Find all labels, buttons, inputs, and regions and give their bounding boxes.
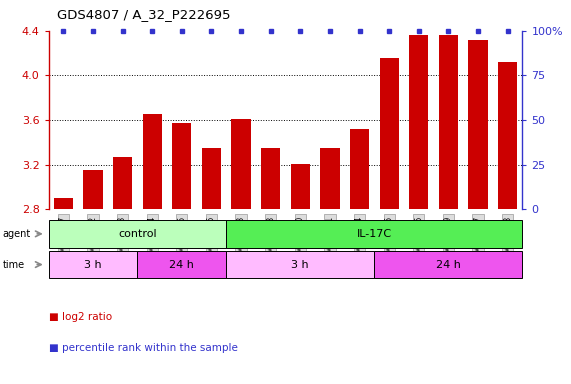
Text: 24 h: 24 h <box>436 260 461 270</box>
Text: 3 h: 3 h <box>84 260 102 270</box>
Text: ■ log2 ratio: ■ log2 ratio <box>49 312 112 322</box>
Text: control: control <box>118 229 156 239</box>
Text: time: time <box>3 260 25 270</box>
Bar <box>83 170 103 209</box>
Text: 3 h: 3 h <box>292 260 309 270</box>
Text: ■ percentile rank within the sample: ■ percentile rank within the sample <box>49 343 238 353</box>
Bar <box>231 119 251 209</box>
Bar <box>320 148 340 209</box>
Bar <box>380 58 399 209</box>
Bar <box>143 114 162 209</box>
Bar <box>113 157 132 209</box>
Text: agent: agent <box>3 229 31 239</box>
Bar <box>409 35 428 209</box>
Bar <box>468 40 488 209</box>
Bar <box>291 164 310 209</box>
Text: GDS4807 / A_32_P222695: GDS4807 / A_32_P222695 <box>57 8 231 22</box>
Bar <box>350 129 369 209</box>
Bar <box>439 35 458 209</box>
Bar <box>498 62 517 209</box>
Bar <box>54 198 73 209</box>
Bar <box>172 123 191 209</box>
Text: 24 h: 24 h <box>170 260 194 270</box>
Text: IL-17C: IL-17C <box>357 229 392 239</box>
Bar <box>202 148 221 209</box>
Bar <box>261 148 280 209</box>
